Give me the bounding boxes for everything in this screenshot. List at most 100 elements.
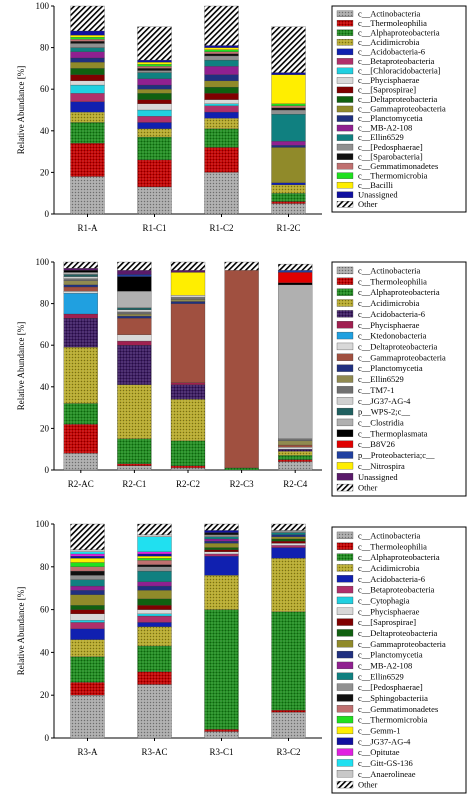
y-axis-label: Relative Abundance [%] — [16, 322, 26, 410]
bar-segment — [204, 538, 239, 542]
bar-segment — [170, 297, 206, 300]
bar-segment — [271, 545, 306, 548]
bar-segment — [63, 272, 98, 275]
bar-segment — [70, 628, 105, 640]
legend-label: c__Thermoplasmata — [358, 428, 428, 438]
bar-segment — [70, 93, 105, 102]
y-tick-label: 20 — [40, 423, 50, 433]
bar-segment — [70, 39, 105, 42]
legend-swatch — [336, 542, 354, 550]
bar-segment — [204, 49, 239, 52]
legend-swatch — [336, 86, 354, 94]
bar-segment — [204, 86, 239, 94]
legend-label: Other — [358, 199, 378, 209]
bar-segment — [271, 534, 306, 537]
legend-label: c__Sphingobacteriia — [358, 693, 428, 703]
bar-segment — [70, 590, 105, 595]
legend-label: c__Betaproteobacteria — [358, 585, 435, 595]
bar-segment — [117, 307, 152, 310]
legend-label: c__MB-A2-108 — [358, 123, 412, 133]
category-label: R1-C1 — [142, 223, 166, 233]
legend-label: c__Acidobacteria-6 — [358, 574, 425, 584]
bar-segment — [278, 455, 313, 460]
bar-segment — [204, 59, 239, 67]
legend-label: c__[Saprospirae] — [358, 85, 416, 95]
legend-label: c__Clostridia — [358, 417, 404, 427]
legend-swatch — [336, 650, 354, 659]
bar-segment — [63, 278, 98, 281]
legend-swatch — [336, 694, 354, 702]
legend-swatch — [336, 77, 354, 84]
legend-label: c__Actinobacteria — [358, 8, 421, 18]
legend-swatch — [336, 143, 354, 151]
legend-label: c__B8V26 — [358, 439, 395, 449]
bar-segment — [204, 609, 239, 730]
bar-segment — [271, 103, 306, 106]
legend-label: c__Planctomycetia — [358, 650, 423, 660]
legend-label: c__Actinobacteria — [358, 530, 421, 540]
bar-segment — [137, 684, 172, 739]
legend-label: Other — [358, 780, 378, 790]
bar-segment — [137, 671, 172, 685]
bar-segment — [70, 562, 105, 567]
legend-swatch — [336, 759, 354, 767]
bar-segment — [271, 536, 306, 540]
bar-segment — [70, 566, 105, 572]
bar-segment — [63, 293, 98, 315]
bar-segment — [170, 384, 206, 400]
bar-segment — [137, 109, 172, 117]
legend-swatch — [336, 726, 354, 735]
bar-segment — [137, 93, 172, 100]
bar-segment — [70, 523, 105, 550]
bar-segment — [278, 449, 313, 452]
legend-swatch — [336, 770, 354, 778]
legend-swatch — [336, 172, 354, 179]
bar-segment — [70, 553, 105, 557]
bar-segment — [137, 62, 172, 65]
legend-swatch — [336, 48, 354, 56]
legend-swatch — [336, 124, 354, 132]
category-label: R2-C4 — [283, 479, 308, 489]
bar-segment — [204, 53, 239, 57]
legend-label: c__Alphaproteobacteria — [358, 552, 440, 562]
legend-label: c__Cytophagia — [358, 595, 410, 605]
legend-swatch — [336, 705, 354, 713]
bar-segment — [278, 272, 313, 283]
legend-label: c__Gitt-GS-136 — [358, 758, 413, 768]
legend-label: c__Alphaproteobacteria — [358, 287, 440, 297]
legend-label: c__[Pedosphaerae] — [358, 682, 423, 692]
y-tick-label: 20 — [40, 167, 50, 177]
bar-segment — [117, 463, 152, 466]
legend-label: c__Gammaproteobacteria — [358, 104, 446, 114]
bar-segment — [204, 99, 239, 104]
legend-label: c__Anaerolineae — [358, 769, 416, 779]
bar-segment — [70, 5, 105, 32]
legend-label: c__Ellin6529 — [358, 132, 404, 142]
bar-segment — [70, 555, 105, 559]
legend-label: c__Thermoleophilia — [358, 18, 427, 28]
bar-segment — [63, 453, 98, 471]
legend-swatch — [336, 661, 354, 670]
bar-segment — [63, 313, 98, 319]
chart-panel-1: 0 20 40 60 80 100 Relative Abundance [%] R1-A R1… — [16, 1, 467, 233]
legend-label: c__Actinobacteria — [358, 265, 421, 275]
bar-segment — [271, 74, 306, 104]
bar-segment — [271, 109, 306, 115]
legend-label: c__TM7-1 — [358, 385, 394, 395]
bar-segment — [271, 540, 306, 544]
y-tick-label: 40 — [40, 647, 50, 657]
legend-label: c__Ellin6529 — [358, 374, 404, 384]
legend-swatch — [336, 331, 354, 340]
bar-segment — [137, 560, 172, 565]
category-label: R1-C2 — [209, 223, 233, 233]
bar-segment — [278, 282, 313, 286]
bar-segment — [137, 68, 172, 71]
bar-segment — [224, 467, 259, 471]
bar-segment — [63, 276, 98, 279]
legend-swatch — [336, 397, 354, 405]
legend-box — [331, 261, 467, 497]
bar-segment — [170, 270, 206, 273]
bar-segment — [70, 43, 105, 48]
bar-segment — [204, 532, 239, 535]
